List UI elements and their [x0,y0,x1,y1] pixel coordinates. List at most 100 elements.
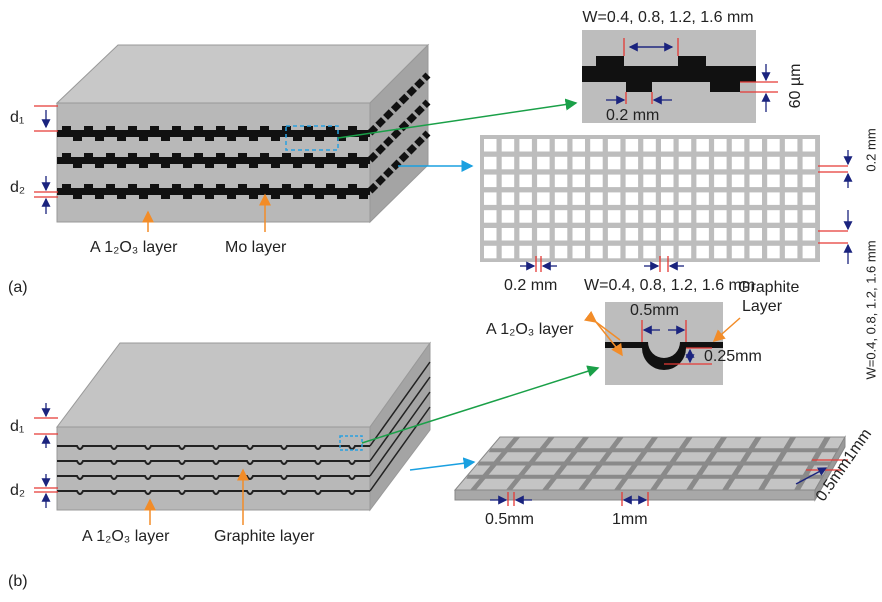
inset-alumina: A 1₂O₃ layer [486,321,574,338]
mo-bump [238,153,247,158]
grid-cell [537,139,550,152]
mo-bump [359,136,368,141]
grid-cell [767,246,780,258]
panel-label: (a) [8,279,28,296]
mo-bump [95,163,104,168]
row-width: W=0.4, 0.8, 1.2, 1.6 mm [863,240,878,379]
grid-cell [732,228,745,241]
grid-cell [519,210,532,223]
mo-bump [238,126,247,131]
grid-cell [484,192,497,205]
mo-bump [183,194,192,199]
mo-bump [348,184,357,189]
grid-cell [626,139,639,152]
mo-bump [304,153,313,158]
mo-bump [249,163,258,168]
mo-bump [238,184,247,189]
grid-cell [643,210,656,223]
mo-bump [172,184,181,189]
grid-cell [785,246,798,258]
grid-cell [626,175,639,188]
grid-cell [555,228,568,241]
grid-cell [590,228,603,241]
grid-cell [750,210,763,223]
mesh-width: 1mm [612,511,648,528]
mo-bump [326,184,335,189]
mo-bump [315,194,324,199]
grid-cell [661,192,674,205]
alumina-label: A 1₂O₃ layer [82,528,170,545]
mo-bump [161,194,170,199]
mo-bump [359,194,368,199]
grid-cell [714,228,727,241]
mo-bump [62,126,71,131]
mo-bump [194,184,203,189]
grid-cell [767,139,780,152]
mesh-b [455,437,845,500]
grid-cell [661,210,674,223]
grid-cell [502,139,515,152]
mesh-strip [478,462,833,466]
mesh-strip [466,475,824,479]
mo-bump [73,136,82,141]
grid-cell [608,157,621,170]
mo-bump [117,163,126,168]
grid-cell [803,210,816,223]
grid-cell [661,175,674,188]
mo-bump [216,126,225,131]
grid-cell [714,175,727,188]
grid-cell [484,157,497,170]
grid-cell [767,228,780,241]
grid-cell [537,175,550,188]
mo-bump [183,163,192,168]
d2: d₂ [10,482,25,499]
mesh-side-width: 1mm [841,426,875,465]
col-gap: 0.2 mm [504,277,557,294]
grid-cell [590,246,603,258]
mo-bump [95,136,104,141]
grid-cell [785,210,798,223]
grid-cell [750,246,763,258]
mo-layer [57,130,370,137]
grid-cell [696,139,709,152]
mo-bump [293,136,302,141]
mo-bump [293,163,302,168]
mo-bump [315,136,324,141]
grid-cell [484,139,497,152]
d1: d₁ [10,109,24,126]
grid-cell [803,228,816,241]
mo-bump [260,153,269,158]
mo-bump [161,136,170,141]
mesh-strip [489,448,840,452]
grid-cell [643,192,656,205]
grid-cell [661,157,674,170]
mo-bump [194,126,203,131]
grid-cell [696,175,709,188]
mo-bump [150,184,159,189]
grid-cell [785,175,798,188]
grid-cell [519,139,532,152]
grid-cell [732,210,745,223]
mo-label: Mo layer [225,239,287,256]
grid-cell [714,192,727,205]
mo-bump [260,184,269,189]
grid-cell [732,175,745,188]
mo-bump [95,194,104,199]
mo-bump [216,184,225,189]
grid-cell [502,175,515,188]
mo-bump [293,194,302,199]
mo-bump [348,153,357,158]
grid-cell [537,210,550,223]
grid-cell [643,228,656,241]
mo-bump [260,126,269,131]
grid-cell [626,246,639,258]
mo-bump [62,184,71,189]
grid-cell [696,228,709,241]
grid-cell [573,228,586,241]
inset-width: 0.5mm [630,302,679,319]
grid-cell [750,157,763,170]
grid-cell [661,228,674,241]
grid-cell [643,139,656,152]
grid-cell [573,157,586,170]
grid-cell [732,246,745,258]
